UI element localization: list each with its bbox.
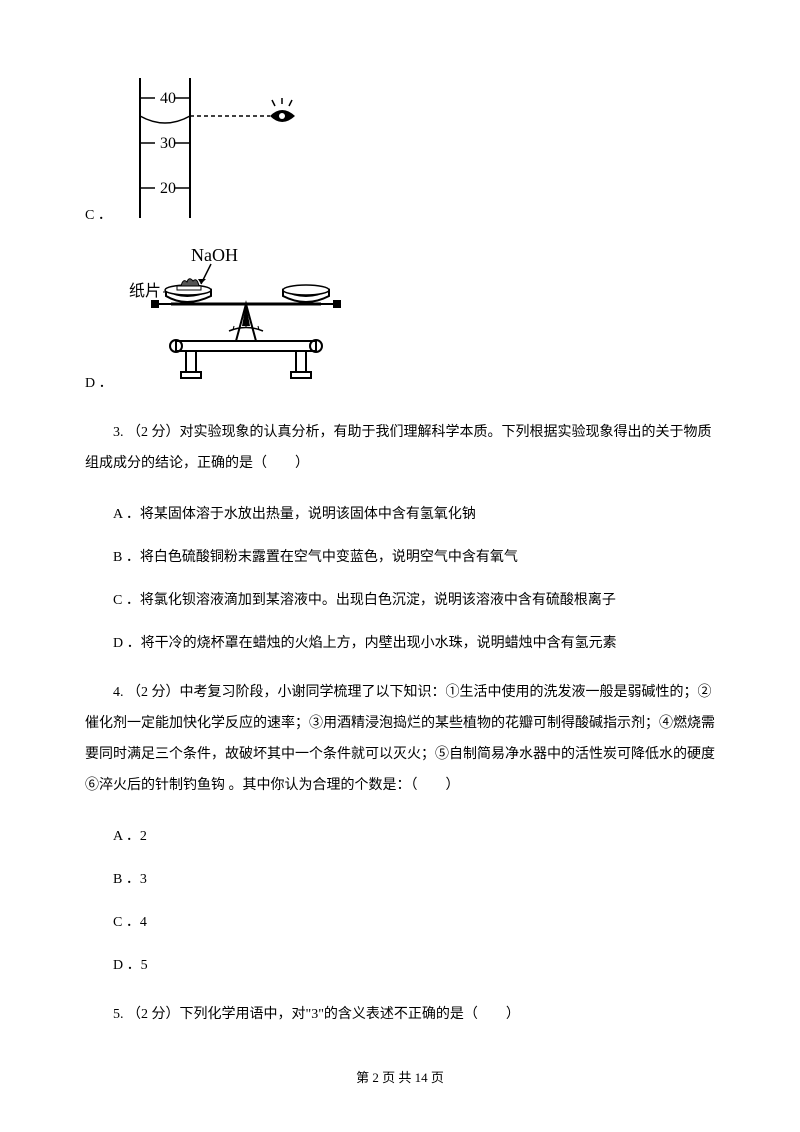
q3-stem: 3. （2 分）对实验现象的认真分析，有助于我们理解科学本质。下列根据实验现象得… — [85, 418, 715, 480]
q3-option-d: D ．将干冷的烧杯罩在蜡烛的火焰上方，内壁出现小水珠，说明蜡烛中含有氢元素 — [85, 631, 715, 656]
eye-icon — [270, 98, 295, 122]
option-c-letter: C ． — [85, 203, 112, 228]
q4-option-d: D ．5 — [85, 953, 715, 978]
naoh-label: NaOH — [191, 246, 238, 265]
q4-option-b: B ．3 — [85, 867, 715, 892]
page-footer: 第 2 页 共 14 页 — [85, 1066, 715, 1089]
balance-diagram: NaOH 纸片 — [121, 246, 351, 396]
option-d-letter: D ． — [85, 371, 113, 396]
q4-option-c: C ．4 — [85, 910, 715, 935]
q3-option-c: C ．将氯化钡溶液滴加到某溶液中。出现白色沉淀，说明该溶液中含有硫酸根离子 — [85, 588, 715, 613]
tick-30: 30 — [160, 135, 176, 152]
q3-option-b: B ．将白色硫酸铜粉末露置在空气中变蓝色，说明空气中含有氧气 — [85, 545, 715, 570]
option-c-row: C ． 40 30 20 — [85, 78, 715, 228]
tick-20: 20 — [160, 180, 176, 197]
paper-label: 纸片 — [129, 282, 161, 300]
q5-stem: 5. （2 分）下列化学用语中，对"3"的含义表述不正确的是（ ） — [85, 1000, 715, 1031]
option-d-row: D ． NaOH 纸片 — [85, 246, 715, 396]
q4-option-a: A ．2 — [85, 824, 715, 849]
tick-40: 40 — [160, 90, 176, 107]
q4-stem: 4. （2 分）中考复习阶段，小谢同学梳理了以下知识：①生活中使用的洗发液一般是… — [85, 678, 715, 801]
cylinder-diagram: 40 30 20 — [120, 78, 300, 228]
q3-option-a: A ．将某固体溶于水放出热量，说明该固体中含有氢氧化钠 — [85, 502, 715, 527]
